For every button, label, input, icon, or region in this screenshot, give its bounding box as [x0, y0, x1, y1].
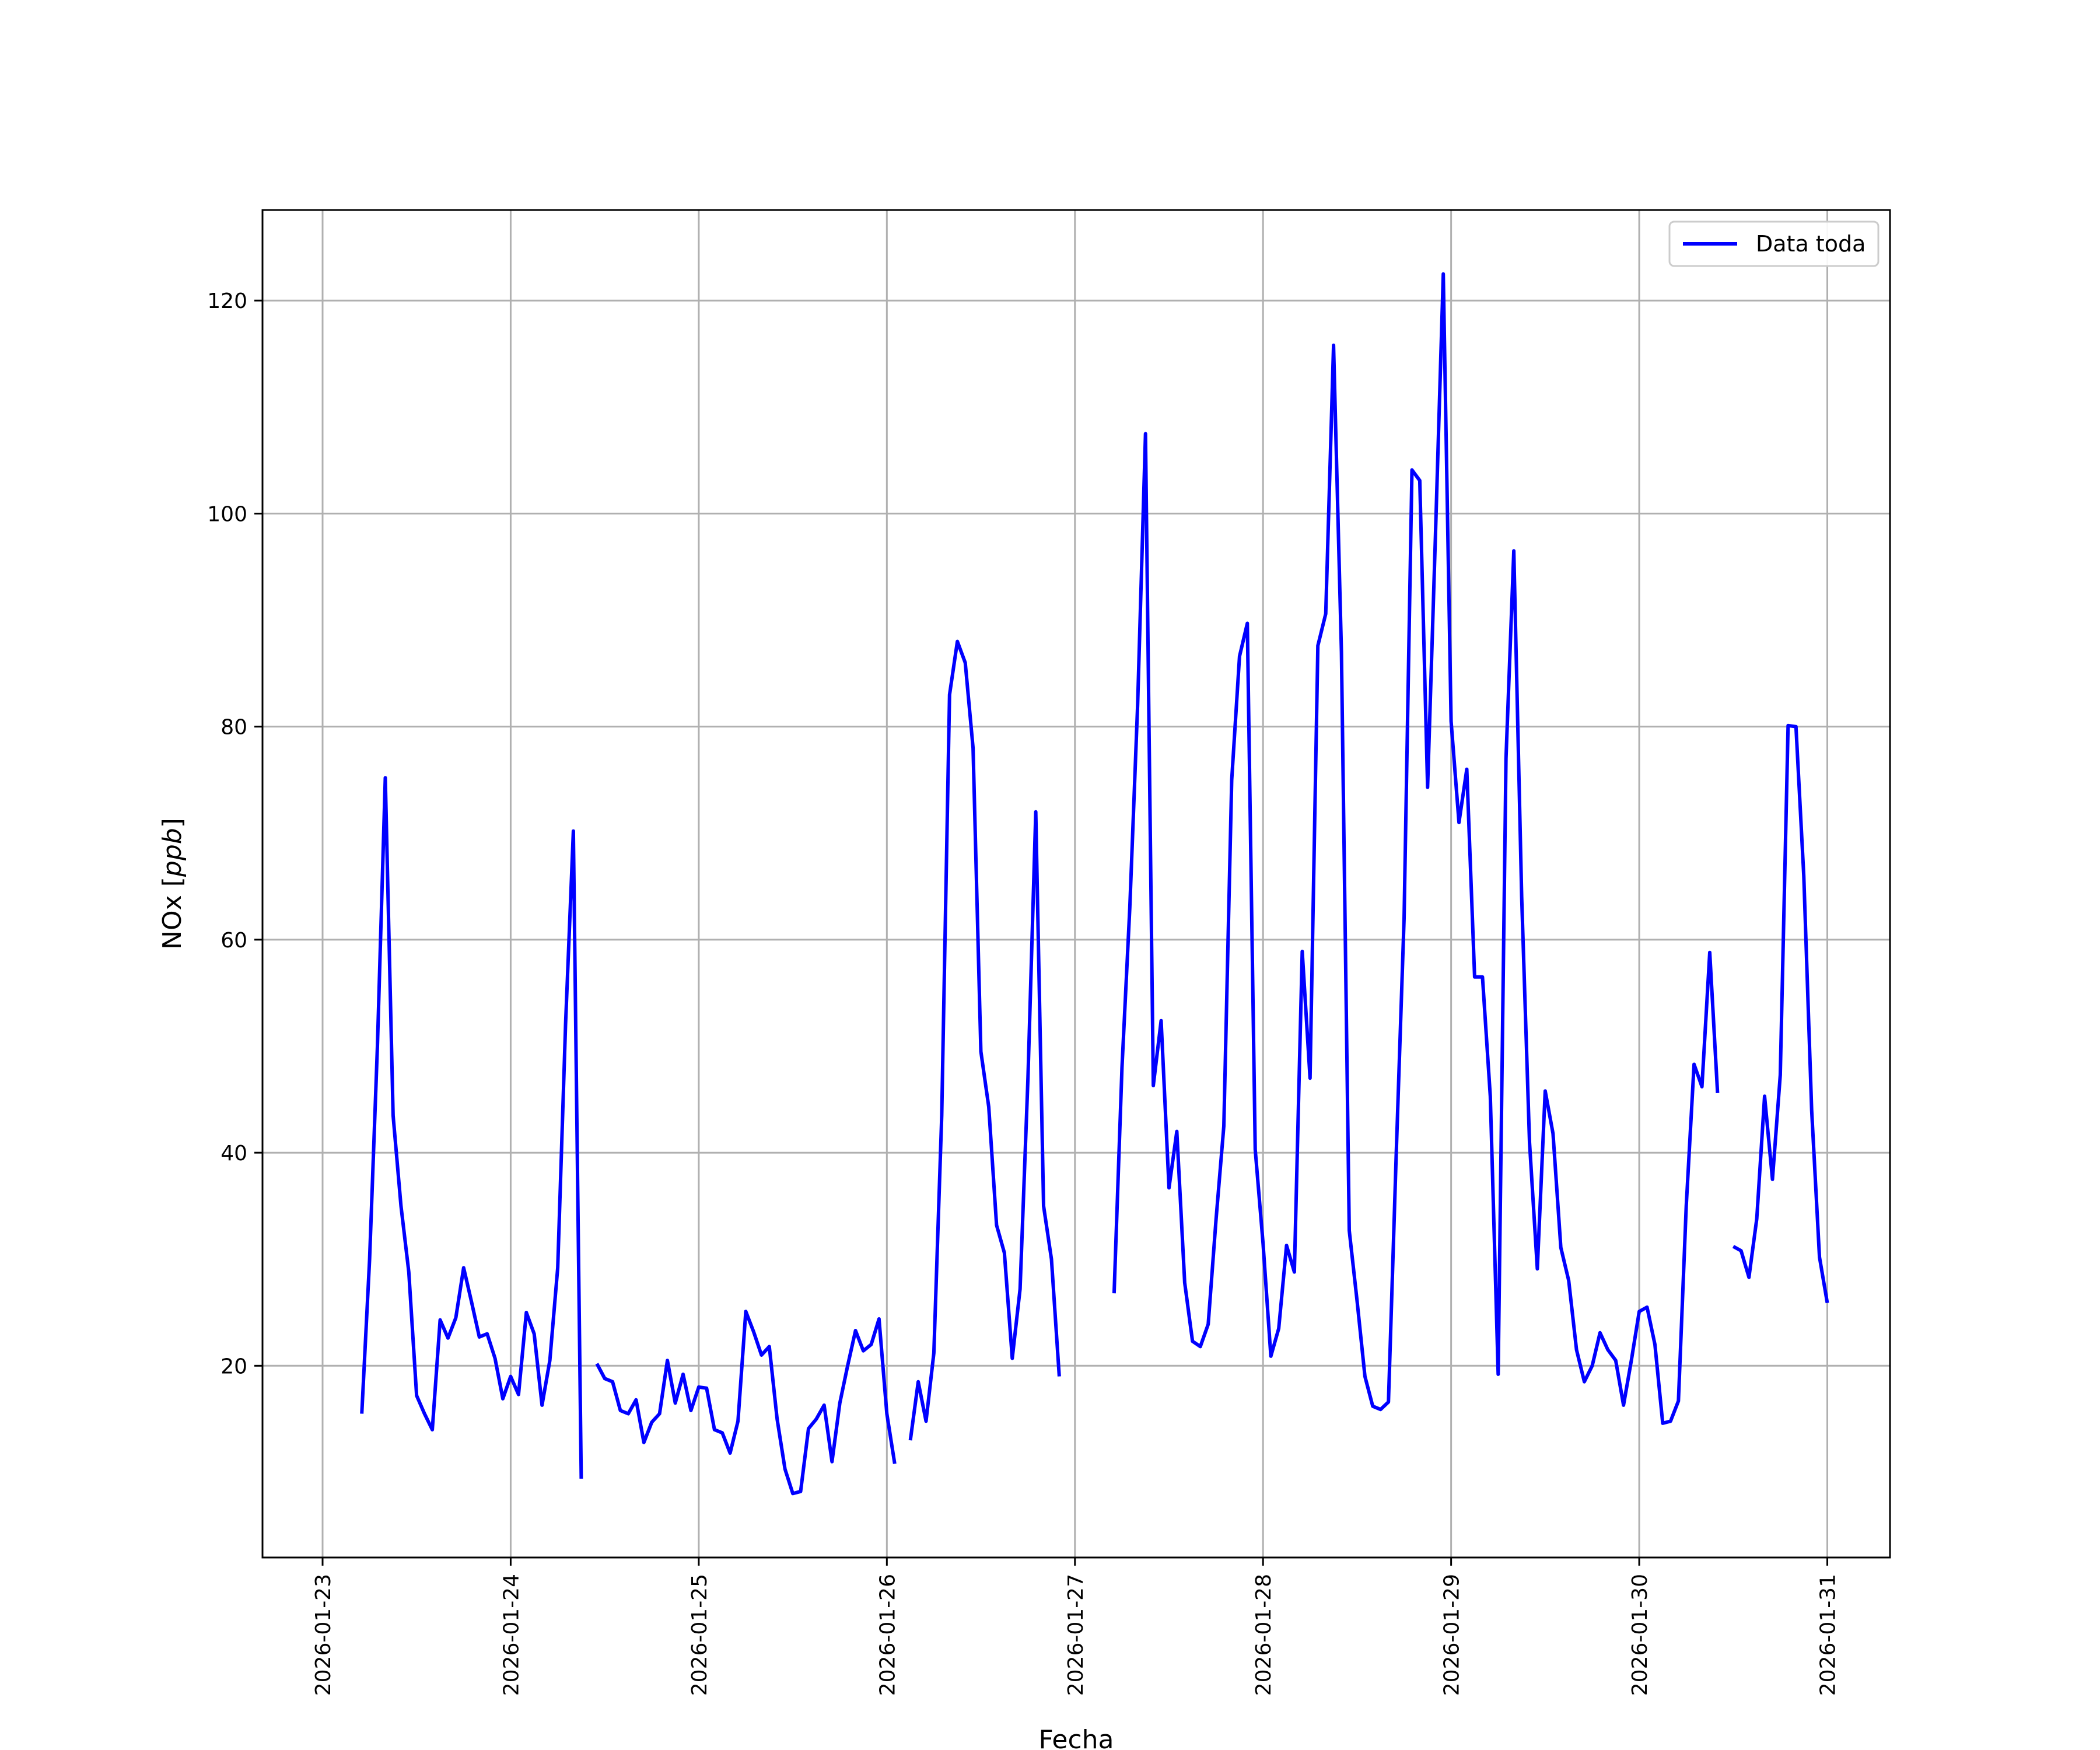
plot-frame: [261, 209, 1891, 1559]
series-line-segment: [908, 639, 1061, 1441]
y-tick-label: 20: [220, 1354, 247, 1378]
x-tick-label: 2026-01-28: [1252, 1574, 1276, 1696]
y-axis-label-bracket-open: [: [158, 877, 187, 887]
x-tick-label: 2026-01-29: [1440, 1574, 1464, 1696]
x-tick-label: 2026-01-31: [1817, 1574, 1840, 1696]
y-tick-label: 100: [207, 502, 247, 526]
series-layer: [360, 272, 1829, 1496]
legend-box: [1668, 220, 1880, 267]
x-tick-label: 2026-01-25: [688, 1574, 712, 1696]
x-tick-label: 2026-01-26: [876, 1574, 900, 1696]
series-line-segment: [1112, 272, 1720, 1425]
y-axis-label: NOx [ppb]: [158, 818, 187, 950]
legend: Data toda: [1668, 220, 1880, 267]
y-tick-label: 40: [220, 1142, 247, 1166]
x-tick-label: 2026-01-27: [1064, 1574, 1088, 1696]
y-tick-label: 60: [220, 929, 247, 953]
y-axis-label-unit: ppb: [158, 828, 187, 877]
y-tick-label: 80: [220, 716, 247, 740]
y-axis-label-name: NOx: [158, 887, 187, 950]
series-line-segment: [360, 776, 583, 1479]
series-line-segment: [595, 1310, 897, 1496]
legend-label: Data toda: [1756, 231, 1866, 257]
series-line-segment: [1732, 723, 1829, 1304]
y-axis-label-bracket-close: ]: [158, 818, 187, 828]
x-axis-label: Fecha: [1038, 1725, 1114, 1750]
y-tick-label: 120: [207, 289, 247, 313]
x-tick-label: 2026-01-24: [499, 1574, 523, 1696]
x-tick-label: 2026-01-30: [1628, 1574, 1652, 1696]
x-tick-label: 2026-01-23: [312, 1574, 335, 1696]
grid: [262, 210, 1890, 1558]
tick-layer: 2026-01-23 2026-01-24 2026-01-25 2026-01-26…: [207, 289, 1840, 1696]
